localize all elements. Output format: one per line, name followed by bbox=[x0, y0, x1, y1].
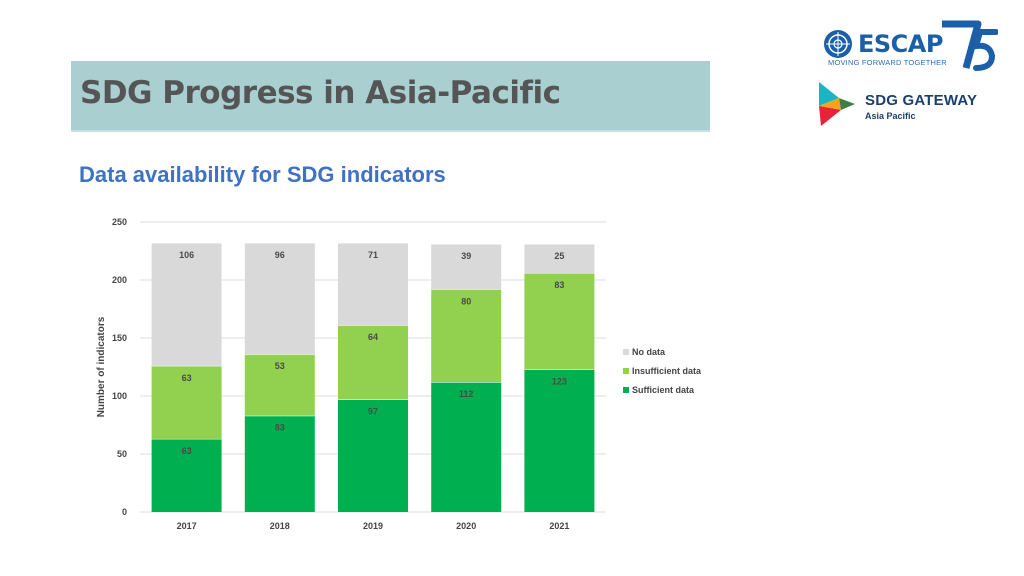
bar-segment bbox=[431, 244, 502, 290]
bar-segment bbox=[431, 382, 502, 512]
y-tick-label: 150 bbox=[112, 333, 127, 343]
bar-segment bbox=[151, 365, 222, 439]
x-tick-label: 2018 bbox=[270, 521, 290, 531]
data-label: 64 bbox=[368, 332, 378, 342]
bar-segment bbox=[244, 415, 315, 512]
data-label: 71 bbox=[368, 250, 378, 260]
sdg-gateway-icon bbox=[819, 82, 855, 126]
data-label: 97 bbox=[368, 406, 378, 416]
data-labels: 63 63 106 83 53 96 97 64 71 112 80 39 123 83 25 bbox=[179, 250, 567, 456]
page-title: SDG Progress in Asia-Pacific bbox=[80, 75, 561, 111]
data-label: 80 bbox=[461, 296, 471, 306]
bar-segment bbox=[431, 289, 502, 383]
title-bar: SDG Progress in Asia-Pacific bbox=[71, 61, 710, 132]
y-axis-label: Number of indicators bbox=[96, 316, 107, 417]
data-label: 25 bbox=[554, 251, 564, 261]
legend-entry: Insufficient data bbox=[632, 366, 702, 376]
y-tick-label: 50 bbox=[117, 449, 127, 459]
axis: 0 50 100 150 200 250 Number of indicators 2017 2… bbox=[96, 217, 569, 531]
escap-tagline: MOVING FORWARD TOGETHER bbox=[828, 58, 947, 67]
y-tick-label: 100 bbox=[112, 391, 127, 401]
data-label: 83 bbox=[275, 423, 285, 433]
data-label: 112 bbox=[459, 389, 474, 399]
data-label: 53 bbox=[275, 361, 285, 371]
escap-brand: ESCAP bbox=[858, 30, 943, 58]
bar-segment bbox=[338, 325, 408, 400]
bar-segment bbox=[524, 273, 595, 370]
sdg-gateway-name: SDG GATEWAY bbox=[865, 92, 978, 109]
legend: No data Insufficient data Sufficient data bbox=[623, 347, 702, 395]
chart-subtitle: Data availability for SDG indicators bbox=[79, 162, 446, 187]
legend-entry: No data bbox=[632, 347, 666, 357]
legend-swatch bbox=[623, 387, 629, 393]
y-tick-label: 200 bbox=[112, 275, 127, 285]
bar-segment bbox=[244, 242, 315, 355]
sdg-gateway-logo: SDG GATEWAY Asia Pacific bbox=[815, 80, 1005, 130]
data-label: 63 bbox=[182, 446, 192, 456]
y-tick-label: 0 bbox=[122, 507, 127, 517]
x-tick-label: 2019 bbox=[363, 521, 383, 531]
bar-segment bbox=[244, 354, 315, 416]
bar-segment bbox=[338, 399, 408, 512]
bar-segment bbox=[338, 242, 408, 326]
data-label: 106 bbox=[179, 250, 194, 260]
bar-segment bbox=[151, 242, 222, 366]
escap-logo: ESCAP MOVING FORWARD TOGETHER bbox=[820, 20, 1000, 75]
bar-segment bbox=[151, 438, 222, 512]
un-emblem-icon bbox=[824, 30, 852, 58]
bar-segment bbox=[524, 244, 595, 274]
bar-segment bbox=[524, 369, 595, 512]
legend-swatch bbox=[623, 349, 629, 355]
escap-75-mark bbox=[942, 20, 998, 71]
x-tick-label: 2021 bbox=[549, 521, 569, 531]
data-label: 39 bbox=[461, 251, 471, 261]
y-tick-label: 250 bbox=[112, 217, 127, 227]
x-tick-label: 2017 bbox=[177, 521, 197, 531]
bars bbox=[151, 242, 595, 512]
data-label: 123 bbox=[552, 376, 567, 386]
data-label: 83 bbox=[554, 280, 564, 290]
legend-entry: Sufficient data bbox=[632, 385, 695, 395]
data-label: 63 bbox=[182, 373, 192, 383]
x-tick-label: 2020 bbox=[456, 521, 476, 531]
data-label: 96 bbox=[275, 250, 285, 260]
sdg-gateway-region: Asia Pacific bbox=[865, 111, 916, 121]
legend-swatch bbox=[623, 368, 629, 374]
